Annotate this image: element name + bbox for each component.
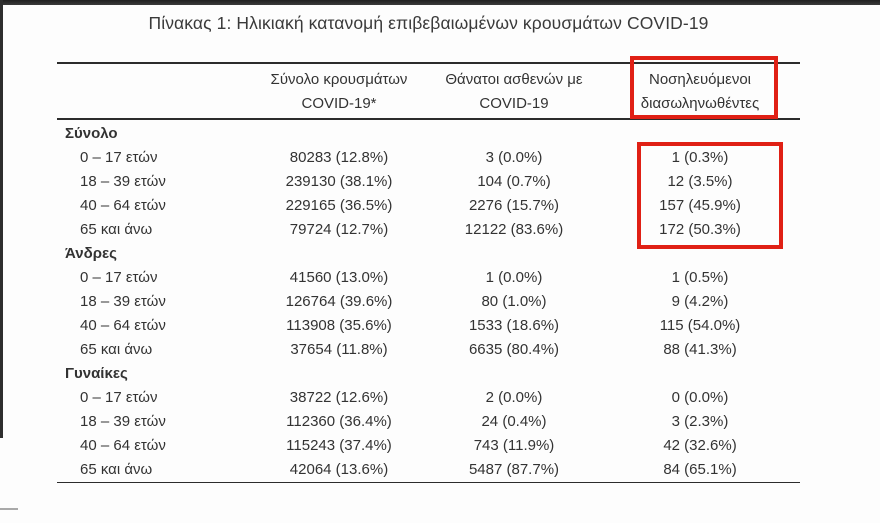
header-cell-deaths: Θάνατοι ασθενών με COVID-19 bbox=[428, 67, 600, 116]
header-cell-total-cases: Σύνολο κρουσμάτων COVID-19* bbox=[250, 67, 428, 116]
table-row: 18 – 39 ετών 239130 (38.1%) 104 (0.7%) 12 (… bbox=[57, 169, 800, 193]
total-cases-value: 115243 (37.4%) bbox=[286, 436, 392, 454]
total-cases-value: 113908 (35.6%) bbox=[286, 316, 392, 334]
deaths-value: 2276 (15.7%) bbox=[468, 196, 560, 214]
highlight-box-intubated-total-values bbox=[637, 142, 783, 249]
deaths-value: 1 (0.0%) bbox=[485, 268, 543, 286]
intubated-value: 1 (0.3%) bbox=[671, 148, 729, 166]
deaths-value: 1533 (18.6%) bbox=[468, 316, 560, 334]
header-total-cases-line2: COVID-19* bbox=[301, 94, 377, 112]
table-row: 0 – 17 ετών 38722 (12.6%) 2 (0.0%) 0 (0.0%) bbox=[57, 385, 800, 409]
age-group-label: 65 και άνω bbox=[80, 220, 153, 238]
intubated-value: 3 (2.3%) bbox=[671, 412, 729, 430]
age-group-label: 40 – 64 ετών bbox=[80, 436, 166, 454]
age-group-label: 18 – 39 ετών bbox=[80, 172, 166, 190]
deaths-value: 104 (0.7%) bbox=[477, 172, 551, 190]
table-title: Πίνακας 1: Ηλικιακή κατανομή επιβεβαιωμέ… bbox=[148, 13, 709, 33]
scrollbar-remnant bbox=[0, 508, 18, 510]
intubated-value: 42 (32.6%) bbox=[663, 436, 737, 454]
intubated-value: 9 (4.2%) bbox=[671, 292, 729, 310]
deaths-value: 5487 (87.7%) bbox=[468, 460, 560, 478]
deaths-value: 80 (1.0%) bbox=[481, 292, 547, 310]
total-cases-value: 112360 (36.4%) bbox=[286, 412, 392, 430]
total-cases-value: 79724 (12.7%) bbox=[289, 220, 389, 238]
age-group-label: 65 και άνω bbox=[80, 340, 153, 358]
total-cases-value: 42064 (13.6%) bbox=[289, 460, 389, 478]
table-row: 18 – 39 ετών 112360 (36.4%) 24 (0.4%) 3 (2.… bbox=[57, 409, 800, 433]
intubated-value: 12 (3.5%) bbox=[667, 172, 733, 190]
table-section-row: Γυναίκες bbox=[57, 361, 800, 385]
deaths-value: 12122 (83.6%) bbox=[464, 220, 564, 238]
table-section-row: Άνδρες bbox=[57, 241, 800, 265]
deaths-value: 24 (0.4%) bbox=[481, 412, 547, 430]
age-group-label: 18 – 39 ετών bbox=[80, 292, 166, 310]
total-cases-value: 126764 (39.6%) bbox=[285, 292, 393, 310]
table-header-row: Σύνολο κρουσμάτων COVID-19* Θάνατοι ασθε… bbox=[57, 62, 800, 120]
table-row: 0 – 17 ετών 80283 (12.8%) 3 (0.0%) 1 (0.3%) bbox=[57, 145, 800, 169]
header-total-cases-line1: Σύνολο κρουσμάτων bbox=[270, 70, 408, 88]
intubated-value: 1 (0.5%) bbox=[671, 268, 729, 286]
table-row: 40 – 64 ετών 229165 (36.5%) 2276 (15.7%) 15… bbox=[57, 193, 800, 217]
table-section-row: Σύνολο bbox=[57, 121, 800, 145]
header-deaths-line2: COVID-19 bbox=[479, 94, 549, 112]
table-row: 65 και άνω 79724 (12.7%) 12122 (83.6%) 172 … bbox=[57, 217, 800, 241]
age-group-label: 18 – 39 ετών bbox=[80, 412, 166, 430]
total-cases-value: 239130 (38.1%) bbox=[285, 172, 393, 190]
intubated-value: 88 (41.3%) bbox=[663, 340, 737, 358]
header-intubated-line2: διασωληνωθέντες bbox=[640, 94, 760, 112]
total-cases-value: 41560 (13.0%) bbox=[289, 268, 389, 286]
section-label: Γυναίκες bbox=[65, 364, 128, 382]
intubated-value: 115 (54.0%) bbox=[659, 316, 741, 334]
deaths-value: 3 (0.0%) bbox=[485, 148, 543, 166]
table-row: 40 – 64 ετών 115243 (37.4%) 743 (11.9%) 42 … bbox=[57, 433, 800, 457]
window-edge-left bbox=[0, 0, 3, 438]
intubated-value: 84 (65.1%) bbox=[663, 460, 737, 478]
covid-age-distribution-table: Σύνολο κρουσμάτων COVID-19* Θάνατοι ασθε… bbox=[57, 62, 800, 483]
age-group-label: 0 – 17 ετών bbox=[80, 268, 158, 286]
age-group-label: 65 και άνω bbox=[80, 460, 153, 478]
table-row: 0 – 17 ετών 41560 (13.0%) 1 (0.0%) 1 (0.5%) bbox=[57, 265, 800, 289]
deaths-value: 6635 (80.4%) bbox=[468, 340, 560, 358]
intubated-value: 172 (50.3%) bbox=[659, 220, 741, 238]
header-cell-intubated: Νοσηλευόμενοι διασωληνωθέντες bbox=[600, 67, 800, 116]
age-group-label: 40 – 64 ετών bbox=[80, 196, 166, 214]
table-body: Σύνολο 0 – 17 ετών 80283 (12.8%) 3 (0.0%) 1 … bbox=[57, 120, 800, 483]
total-cases-value: 229165 (36.5%) bbox=[285, 196, 393, 214]
header-intubated-line1: Νοσηλευόμενοι bbox=[648, 70, 751, 88]
table-row: 18 – 39 ετών 126764 (39.6%) 80 (1.0%) 9 (4.… bbox=[57, 289, 800, 313]
table-row: 65 και άνω 37654 (11.8%) 6635 (80.4%) 88 (4… bbox=[57, 337, 800, 361]
header-deaths-line1: Θάνατοι ασθενών με bbox=[445, 70, 583, 88]
total-cases-value: 37654 (11.8%) bbox=[290, 340, 388, 358]
total-cases-value: 80283 (12.8%) bbox=[289, 148, 389, 166]
section-label: Σύνολο bbox=[65, 124, 118, 142]
table-row: 65 και άνω 42064 (13.6%) 5487 (87.7%) 84 (6… bbox=[57, 457, 800, 481]
table-row: 40 – 64 ετών 113908 (35.6%) 1533 (18.6%) 11… bbox=[57, 313, 800, 337]
total-cases-value: 38722 (12.6%) bbox=[289, 388, 389, 406]
age-group-label: 0 – 17 ετών bbox=[80, 148, 158, 166]
section-label: Άνδρες bbox=[65, 244, 117, 262]
age-group-label: 0 – 17 ετών bbox=[80, 388, 158, 406]
highlight-box-intubated-header bbox=[630, 56, 778, 119]
age-group-label: 40 – 64 ετών bbox=[80, 316, 166, 334]
deaths-value: 743 (11.9%) bbox=[473, 436, 555, 454]
window-edge-top bbox=[0, 0, 880, 5]
header-cell-empty bbox=[57, 67, 250, 116]
deaths-value: 2 (0.0%) bbox=[485, 388, 543, 406]
intubated-value: 0 (0.0%) bbox=[671, 388, 729, 406]
intubated-value: 157 (45.9%) bbox=[659, 196, 741, 214]
